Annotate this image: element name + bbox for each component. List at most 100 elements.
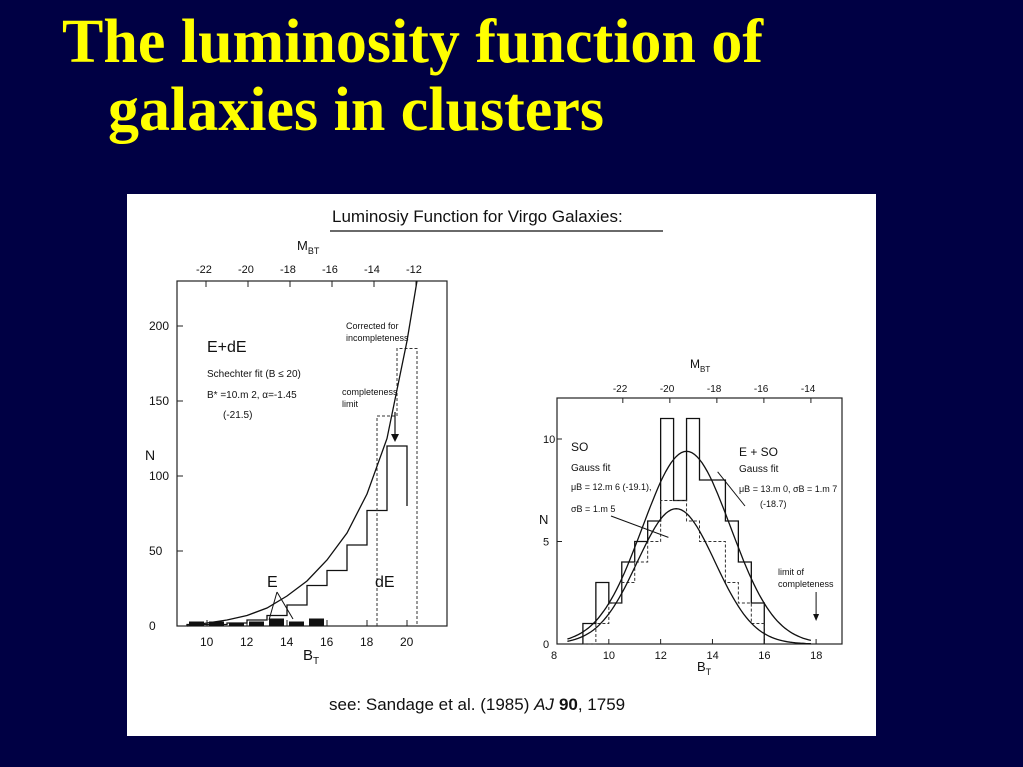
left-top-tick-label: -18 (280, 264, 296, 276)
left-annotations: N BT MBT E+dE Schechter fit (B ≤ 20) B* … (145, 238, 409, 667)
left-hist-e-bar (309, 618, 324, 626)
left-e-pointer (276, 591, 294, 620)
left-histograms (186, 280, 418, 627)
right-plot-frame (556, 397, 843, 645)
left-hist-e-bar (189, 621, 204, 626)
title-line-2: galaxies in clusters (108, 76, 604, 144)
right-ticks: 8 10 12 14 16 18 0 5 10 -22 -20 -18 -16 -14 (543, 384, 822, 662)
right-so-label: SO (571, 440, 588, 454)
figure-panel: Luminosiy Function for Virgo Galaxies: 1… (127, 194, 876, 736)
left-xlabel-main: B (303, 647, 313, 664)
right-top-tick-label: -22 (613, 384, 628, 395)
citation-journal: AJ (533, 695, 554, 714)
right-x-tick-label: 12 (655, 650, 667, 662)
left-xlabel: BT (303, 647, 319, 667)
left-x-tick-label: 16 (320, 635, 334, 649)
left-corrected-label2: incompleteness (346, 333, 409, 343)
right-top-axis-label: MBT (690, 357, 710, 374)
right-top-tick-label: -20 (660, 384, 675, 395)
left-de-label: dE (375, 574, 395, 591)
right-xlabel-sub: T (706, 667, 712, 677)
left-top-label-sub: BT (308, 246, 320, 256)
left-hist-e-bar (269, 618, 284, 626)
right-eso-fit: Gauss fit (739, 464, 779, 475)
left-schechter-fit (186, 280, 418, 627)
right-top-label-main: M (690, 357, 700, 371)
left-top-tick-label: -22 (196, 264, 212, 276)
left-x-tick-label: 14 (280, 635, 294, 649)
left-e-pointer (268, 591, 278, 621)
right-y-tick-label: 10 (543, 434, 555, 446)
left-hist-e-de (186, 445, 408, 626)
left-top-tick-label: -20 (238, 264, 254, 276)
left-xlabel-sub: T (313, 656, 319, 667)
left-corrected-label: Corrected for (346, 321, 399, 331)
left-hist-e-bar (229, 623, 244, 626)
left-class-label: E+dE (207, 339, 247, 356)
right-limit-arrowhead (813, 614, 820, 621)
right-limit-label2: completeness (778, 579, 834, 589)
right-so-fit: Gauss fit (571, 463, 611, 474)
right-histograms (567, 417, 820, 645)
right-limit-label: limit of (778, 567, 805, 577)
right-so-mu: μB = 12.m 6 (-19.1), (571, 482, 651, 492)
left-y-tick-label: 50 (149, 544, 163, 558)
left-hist-e-bar (249, 621, 264, 626)
right-eso-mu: μB = 13.m 0, σB = 1.m 7 (739, 484, 837, 494)
right-ylabel: N (539, 512, 548, 527)
left-top-tick-label: -12 (406, 264, 422, 276)
left-top-tick-label: -14 (364, 264, 380, 276)
left-y-tick-label: 150 (149, 394, 169, 408)
right-gauss-fit-so (567, 508, 811, 645)
left-x-tick-label: 10 (200, 635, 214, 649)
right-annotations: N BT MBT SO Gauss fit μB = 12.m 6 (-19.1… (539, 357, 837, 677)
right-top-label-sub: BT (700, 365, 710, 374)
left-hist-corrected (376, 348, 418, 626)
left-x-tick-label: 18 (360, 635, 374, 649)
right-gauss-fit-e-so (567, 450, 812, 642)
right-y-tick-label: 0 (543, 639, 549, 651)
left-fit-line1: Schechter fit (B ≤ 20) (207, 369, 301, 380)
right-xlabel-main: B (697, 659, 706, 674)
right-eso-pointer (717, 471, 746, 507)
right-so-sigma: σB = 1.m 5 (571, 504, 615, 514)
right-x-tick-label: 14 (706, 650, 718, 662)
right-hist-so (582, 500, 765, 645)
right-xlabel: BT (697, 659, 712, 677)
left-completeness-arrowhead (391, 434, 399, 442)
left-e-label: E (267, 574, 278, 591)
left-fit-line3: (-21.5) (223, 410, 252, 421)
left-completeness-label2: limit (342, 399, 358, 409)
left-x-tick-label: 12 (240, 635, 254, 649)
title-line-1: The luminosity function of (62, 8, 764, 76)
citation-volume: 90 (559, 695, 578, 714)
right-hist-e-so (582, 417, 765, 644)
luminosity-figure: Luminosiy Function for Virgo Galaxies: 1… (145, 207, 843, 714)
right-x-tick-label: 16 (758, 650, 770, 662)
right-y-tick-label: 5 (543, 537, 549, 549)
figure-heading: Luminosiy Function for Virgo Galaxies: (332, 207, 623, 226)
right-top-tick-label: -14 (801, 384, 816, 395)
right-eso-abs: (-18.7) (760, 499, 787, 509)
right-top-tick-label: -18 (707, 384, 722, 395)
slide-title: The luminosity function of galaxies in c… (62, 8, 1002, 144)
left-x-tick-label: 20 (400, 635, 414, 649)
right-eso-label: E + SO (739, 445, 778, 459)
left-ylabel: N (145, 447, 155, 463)
right-top-tick-label: -16 (754, 384, 769, 395)
left-y-tick-label: 100 (149, 469, 169, 483)
right-so-pointer (610, 515, 669, 538)
figure-citation: see: Sandage et al. (1985) AJ 90, 1759 (329, 695, 625, 714)
citation-prefix: see: Sandage et al. (1985) (329, 695, 534, 714)
left-top-tick-label: -16 (322, 264, 338, 276)
left-completeness-label: completeness (342, 387, 398, 397)
left-y-tick-label: 0 (149, 619, 156, 633)
left-top-axis-label: MBT (297, 238, 320, 256)
citation-page: , 1759 (578, 695, 625, 714)
right-x-tick-label: 8 (551, 650, 557, 662)
left-hist-e-bar (289, 621, 304, 626)
left-top-label-main: M (297, 238, 308, 253)
right-x-tick-label: 18 (810, 650, 822, 662)
